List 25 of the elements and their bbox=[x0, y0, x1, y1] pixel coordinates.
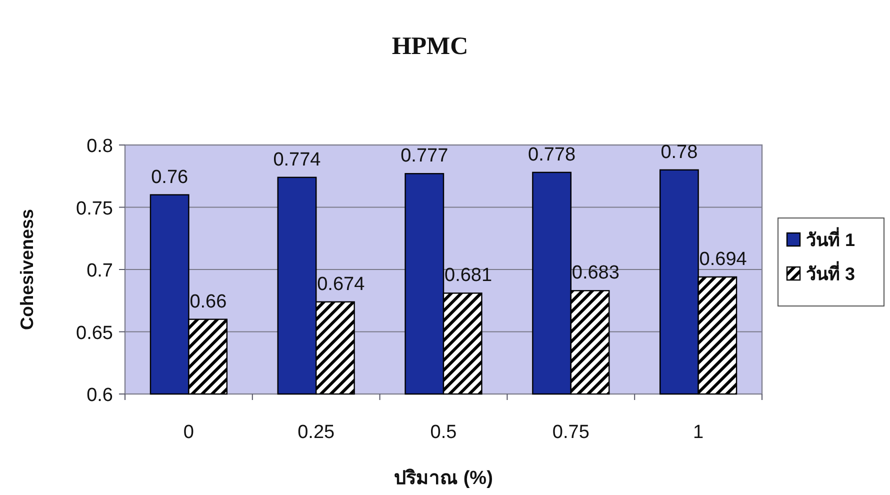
y-tick-label: 0.75 bbox=[76, 198, 113, 220]
data-label: 0.694 bbox=[699, 248, 748, 270]
data-label: 0.76 bbox=[151, 166, 188, 188]
y-tick-label: 0.65 bbox=[76, 322, 113, 344]
data-label: 0.778 bbox=[528, 144, 576, 166]
legend-label: วันที่ 3 bbox=[806, 261, 856, 284]
chart-title: HPMC bbox=[392, 33, 468, 60]
data-label: 0.66 bbox=[190, 291, 227, 312]
y-axis-title: Cohesiveness bbox=[17, 208, 37, 330]
data-label: 0.674 bbox=[317, 274, 366, 295]
data-label: 0.777 bbox=[400, 146, 448, 167]
data-label: 0.774 bbox=[273, 149, 322, 170]
x-tick-label: 0 bbox=[183, 422, 194, 443]
y-tick-label: 0.8 bbox=[86, 136, 113, 157]
x-axis-title: ปริมาณ (%) bbox=[394, 468, 493, 489]
x-tick-label: 1 bbox=[693, 422, 704, 443]
data-label: 0.683 bbox=[572, 262, 620, 284]
legend-label: วันที่ 1 bbox=[806, 227, 856, 250]
x-tick-label: 0.75 bbox=[552, 422, 590, 443]
y-tick-label: 0.7 bbox=[86, 260, 113, 282]
data-label: 0.78 bbox=[660, 142, 698, 163]
x-tick-label: 0.25 bbox=[298, 422, 335, 443]
x-tick-label: 0.5 bbox=[430, 422, 457, 443]
data-label: 0.681 bbox=[444, 265, 492, 286]
y-tick-label: 0.6 bbox=[86, 385, 113, 406]
